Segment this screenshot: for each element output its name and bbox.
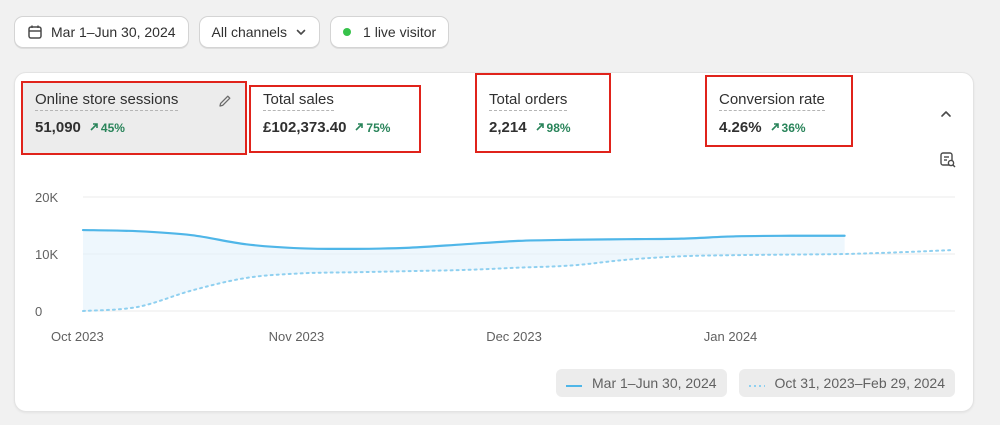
metric-delta: 45% bbox=[89, 121, 125, 135]
arrow-up-right-icon bbox=[89, 121, 99, 135]
arrow-up-right-icon bbox=[354, 121, 364, 135]
live-visitor-label: 1 live visitor bbox=[363, 24, 437, 40]
y-tick-label: 20K bbox=[35, 190, 58, 205]
solid-line-icon bbox=[566, 375, 582, 391]
metric-value: 51,090 bbox=[35, 119, 81, 136]
metric-label: Total orders bbox=[489, 91, 568, 111]
chart-y-axis: 20K 10K 0 bbox=[35, 190, 58, 319]
dotted-line-icon bbox=[748, 375, 765, 391]
channels-dropdown[interactable]: All channels bbox=[198, 16, 321, 48]
date-range-button[interactable]: Mar 1–Jun 30, 2024 bbox=[14, 16, 189, 48]
legend-item-comparison[interactable]: Oct 31, 2023–Feb 29, 2024 bbox=[738, 369, 955, 397]
metric-total-orders[interactable]: Total orders 2,214 98% bbox=[475, 73, 611, 153]
legend-label-current: Mar 1–Jun 30, 2024 bbox=[592, 375, 717, 391]
chart-series bbox=[81, 228, 955, 312]
chart-legend: Mar 1–Jun 30, 2024 Oct 31, 2023–Feb 29, … bbox=[556, 369, 955, 397]
x-tick-label: Oct 2023 bbox=[51, 329, 104, 344]
x-tick-label: Nov 2023 bbox=[269, 329, 325, 344]
metric-delta: 98% bbox=[535, 121, 571, 135]
metric-delta-value: 45% bbox=[100, 120, 125, 135]
live-status-dot-icon bbox=[343, 28, 352, 36]
y-tick-label: 10K bbox=[35, 247, 58, 262]
metric-value: £102,373.40 bbox=[263, 119, 347, 136]
y-tick-label: 0 bbox=[35, 304, 42, 319]
sessions-line-chart: 20K 10K 0 Oct 2023 Nov 2023 Dec 2023 Jan 2024 bbox=[35, 190, 955, 344]
metric-delta: 75% bbox=[354, 121, 390, 135]
legend-label-comparison: Oct 31, 2023–Feb 29, 2024 bbox=[774, 375, 945, 391]
chevron-up-icon[interactable] bbox=[939, 107, 953, 126]
calendar-icon bbox=[27, 24, 43, 40]
metric-conversion-rate[interactable]: Conversion rate 4.26% 36% bbox=[705, 75, 853, 147]
analytics-card: Online store sessions 51,090 45% Total s… bbox=[14, 72, 974, 412]
channels-label: All channels bbox=[211, 24, 288, 40]
metric-label: Total sales bbox=[263, 91, 334, 111]
metric-delta: 36% bbox=[770, 121, 806, 135]
series-line-comparison bbox=[82, 249, 955, 312]
series-line-current bbox=[81, 228, 846, 251]
legend-item-current[interactable]: Mar 1–Jun 30, 2024 bbox=[556, 369, 727, 397]
chevron-down-icon bbox=[295, 26, 307, 38]
metric-value: 2,214 bbox=[489, 119, 527, 136]
pencil-icon[interactable] bbox=[217, 93, 233, 114]
metric-online-store-sessions[interactable]: Online store sessions 51,090 45% bbox=[21, 81, 247, 155]
metric-delta-value: 36% bbox=[781, 120, 806, 135]
filter-bar: Mar 1–Jun 30, 2024 All channels 1 live v… bbox=[14, 16, 450, 48]
chart-search-icon[interactable] bbox=[939, 151, 957, 174]
x-tick-label: Jan 2024 bbox=[704, 329, 758, 344]
x-tick-label: Dec 2023 bbox=[486, 329, 542, 344]
metric-total-sales[interactable]: Total sales £102,373.40 75% bbox=[249, 85, 421, 153]
series-band-area bbox=[83, 230, 845, 311]
date-range-label: Mar 1–Jun 30, 2024 bbox=[51, 24, 176, 40]
metric-label: Conversion rate bbox=[719, 91, 825, 111]
metric-delta-value: 98% bbox=[546, 120, 571, 135]
arrow-up-right-icon bbox=[770, 121, 780, 135]
chart-x-axis: Oct 2023 Nov 2023 Dec 2023 Jan 2024 bbox=[51, 329, 757, 344]
metric-delta-value: 75% bbox=[366, 120, 391, 135]
metric-value: 4.26% bbox=[719, 119, 762, 136]
live-visitor-button[interactable]: 1 live visitor bbox=[330, 16, 450, 48]
metric-label: Online store sessions bbox=[35, 91, 179, 111]
arrow-up-right-icon bbox=[535, 121, 545, 135]
